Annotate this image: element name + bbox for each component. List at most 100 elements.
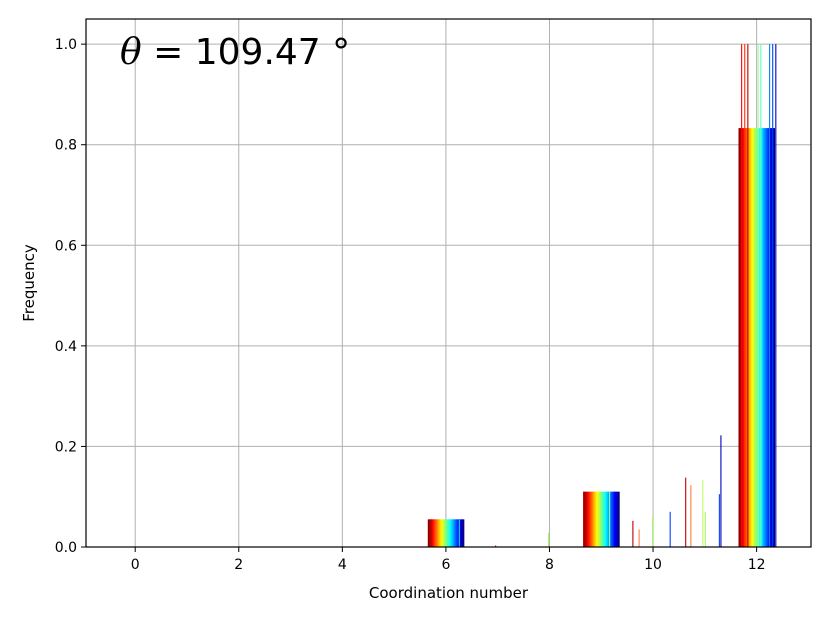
bar-spike <box>685 477 687 547</box>
bar <box>462 519 464 547</box>
bar <box>766 128 768 547</box>
bars-group <box>427 44 777 548</box>
bar <box>587 491 589 547</box>
bar <box>610 491 612 547</box>
bar-spike <box>744 44 746 548</box>
bar <box>606 491 608 547</box>
bar <box>457 519 459 547</box>
bar <box>442 519 444 547</box>
bar <box>740 128 742 547</box>
bar <box>763 128 766 547</box>
theta-annotation: θ = 109.47 ° <box>120 32 350 73</box>
bar <box>585 491 588 547</box>
bar <box>446 519 449 547</box>
bar <box>770 128 772 547</box>
bar <box>616 491 618 547</box>
bar <box>453 519 455 547</box>
bar <box>438 519 440 547</box>
bar <box>599 491 601 547</box>
bar <box>613 491 615 547</box>
bar-spike <box>769 44 771 548</box>
bar <box>456 519 458 547</box>
bar-spike <box>430 519 432 547</box>
y-tick-label: 0.8 <box>55 138 77 154</box>
axis-ticks: 0 2 4 6 8 10 12 0.0 0.2 0.4 0.6 0.8 1.0 <box>55 37 766 573</box>
x-tick-label: 2 <box>234 557 243 573</box>
bar <box>762 128 765 547</box>
bar <box>448 519 450 547</box>
bar <box>432 519 434 547</box>
bar <box>600 491 602 547</box>
bar <box>746 128 748 547</box>
bar <box>454 519 456 547</box>
bar <box>584 491 587 547</box>
bar <box>752 128 754 547</box>
bar-spike <box>583 491 585 547</box>
bar <box>433 519 435 547</box>
bar <box>595 491 598 547</box>
bar-spike <box>757 44 759 548</box>
bar <box>612 491 614 547</box>
bar-spike <box>747 44 749 548</box>
bar <box>738 128 740 547</box>
bar <box>586 491 588 547</box>
bar <box>452 519 454 547</box>
bar-spike <box>652 516 654 547</box>
x-tick-label: 0 <box>131 557 140 573</box>
bar-spike <box>741 44 743 548</box>
bar <box>615 491 617 547</box>
bar <box>761 128 763 547</box>
bar <box>445 519 448 547</box>
bar <box>758 128 760 547</box>
bar-spike <box>760 44 762 548</box>
bar <box>443 519 445 547</box>
bar <box>753 128 756 547</box>
plot-frame <box>85 18 812 548</box>
bar <box>613 491 616 547</box>
bar <box>762 128 764 547</box>
bar <box>614 491 617 547</box>
bar <box>768 128 770 547</box>
bar <box>447 519 449 547</box>
bar <box>605 491 608 547</box>
plot-background <box>86 19 811 547</box>
bar <box>594 491 597 547</box>
bar <box>455 519 458 547</box>
bar <box>618 491 620 547</box>
bar-spike <box>547 532 550 547</box>
bar-spike <box>772 44 774 548</box>
bar-spike <box>690 485 692 547</box>
x-tick-label: 8 <box>545 557 554 573</box>
bar <box>754 128 757 547</box>
bar <box>759 128 761 547</box>
x-tick-label: 6 <box>441 557 450 573</box>
bar <box>437 519 439 547</box>
bar <box>602 491 604 547</box>
bar <box>439 519 441 547</box>
bar <box>773 128 776 547</box>
bar <box>764 128 766 547</box>
bar <box>454 519 457 547</box>
bar <box>451 519 453 547</box>
bar <box>434 519 436 547</box>
bar-spike <box>632 520 634 547</box>
bar <box>596 491 598 547</box>
bar <box>436 519 439 547</box>
bar <box>598 491 600 547</box>
bar <box>591 491 593 547</box>
y-tick-label: 0.2 <box>55 439 77 455</box>
bar <box>603 491 606 547</box>
x-tick-label: 4 <box>338 557 347 573</box>
bar <box>750 128 752 547</box>
bar <box>748 128 750 547</box>
bar <box>593 491 595 547</box>
bar-spike <box>704 511 706 547</box>
theta-symbol: θ <box>120 32 142 73</box>
bar <box>756 128 758 547</box>
bar <box>743 128 745 547</box>
bar <box>431 519 433 547</box>
bar <box>428 519 430 547</box>
bar <box>604 491 607 547</box>
bar <box>742 128 744 547</box>
